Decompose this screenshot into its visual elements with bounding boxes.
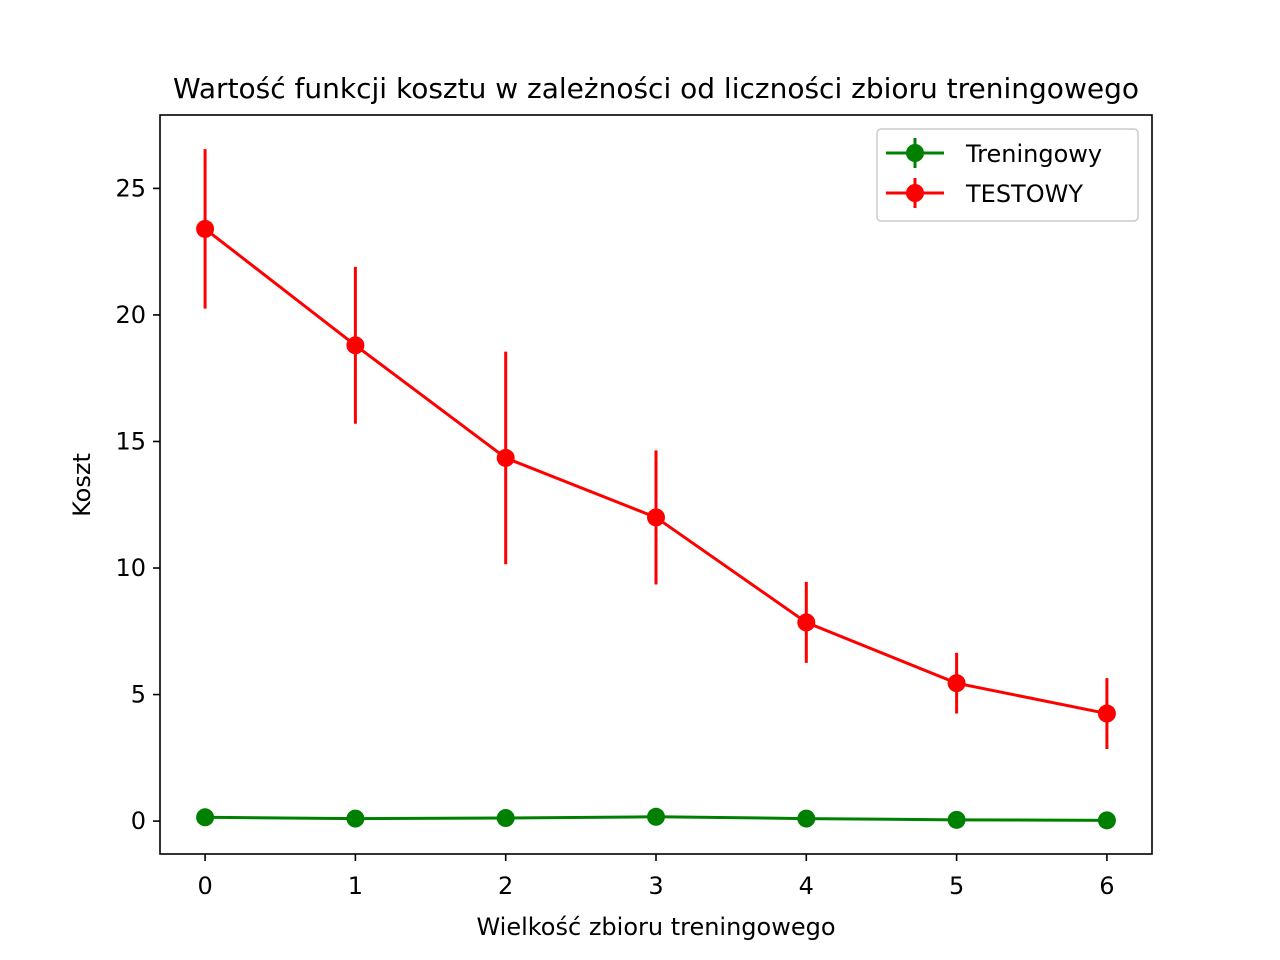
data-point [1097, 704, 1116, 723]
legend-marker-1 [906, 184, 924, 202]
data-point [797, 809, 816, 828]
y-tick-label: 5 [131, 681, 146, 709]
data-point [947, 674, 966, 693]
data-point [346, 336, 365, 355]
x-tick-label: 0 [197, 872, 212, 900]
y-tick-label: 10 [115, 554, 146, 582]
y-tick-label: 20 [115, 301, 146, 329]
x-tick-label: 2 [498, 872, 513, 900]
data-point [346, 809, 365, 828]
x-tick-label: 1 [348, 872, 363, 900]
legend-marker-0 [906, 144, 924, 162]
data-point [647, 508, 665, 527]
data-point [947, 810, 966, 829]
data-point [496, 809, 515, 828]
plot-area [196, 149, 1116, 830]
data-point [196, 808, 215, 827]
data-point [496, 448, 515, 467]
x-tick-label: 3 [648, 872, 663, 900]
x-tick-label: 4 [799, 872, 814, 900]
x-tick-label: 6 [1099, 872, 1114, 900]
y-tick-label: 25 [115, 174, 146, 202]
x-tick-label: 5 [949, 872, 964, 900]
axis-ticks: 0 1 2 3 4 5 6 0 5 10 15 20 25 [115, 174, 1114, 900]
data-point [196, 219, 215, 238]
data-point [647, 807, 665, 826]
chart-title: Wartość funkcji kosztu w zależności od l… [173, 72, 1139, 105]
legend-label-1: TESTOWY [965, 180, 1083, 208]
x-axis-label: Wielkość zbioru treningowego [476, 913, 835, 941]
data-point [797, 613, 816, 632]
y-tick-label: 0 [131, 807, 146, 835]
legend: Treningowy TESTOWY [876, 128, 1139, 222]
y-axis-label: Koszt [68, 453, 96, 517]
data-point [1097, 811, 1116, 830]
y-tick-label: 15 [115, 427, 146, 455]
legend-label-0: Treningowy [965, 140, 1102, 168]
